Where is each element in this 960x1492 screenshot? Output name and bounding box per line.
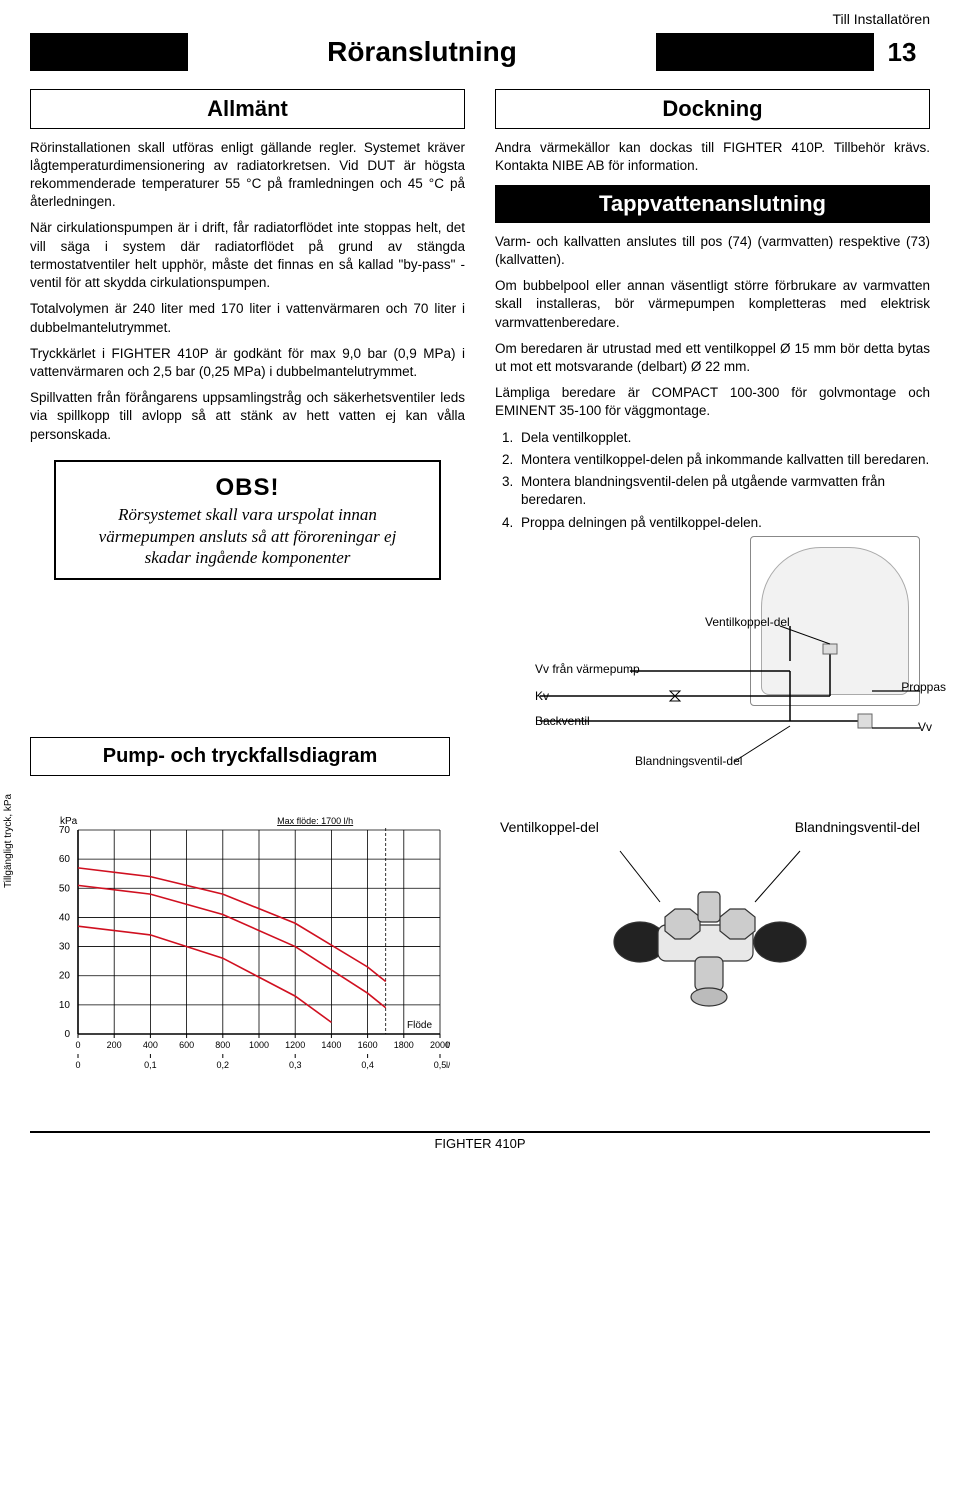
schematic-diagram: Ventilkoppel-del Vv från värmepump Kv Ba… — [480, 606, 930, 776]
title-spacer-left — [30, 33, 180, 71]
svg-text:0,4: 0,4 — [361, 1060, 374, 1070]
tap-step: Dela ventilkopplet. — [517, 429, 930, 447]
schematic-vvfrom-label: Vv från värmepump — [535, 661, 640, 677]
svg-text:l/h: l/h — [446, 1040, 450, 1050]
obs-title: OBS! — [74, 472, 421, 504]
svg-text:Flöde: Flöde — [407, 1020, 432, 1031]
pump-heading: Pump- och tryckfallsdiagram — [30, 737, 450, 776]
svg-text:200: 200 — [107, 1040, 122, 1050]
tappvatten-heading: Tappvattenanslutning — [495, 185, 930, 223]
svg-text:40: 40 — [59, 912, 71, 923]
svg-text:1400: 1400 — [321, 1040, 341, 1050]
allmant-heading: Allmänt — [30, 89, 465, 129]
tap-p2: Om bubbelpool eller annan väsentligt stö… — [495, 277, 930, 332]
footer: FIGHTER 410P — [30, 1131, 930, 1153]
schematic-proppas-label: Proppas — [901, 679, 946, 695]
valve-section: Ventilkoppel-del Blandningsventil-del — [490, 806, 930, 1027]
svg-text:0,1: 0,1 — [144, 1060, 157, 1070]
obs-box: OBS! Rörsystemet skall vara urspolat inn… — [54, 460, 441, 580]
tap-p1: Varm- och kallvatten anslutes till pos (… — [495, 233, 930, 269]
mid-row: Pump- och tryckfallsdiagram — [30, 606, 930, 776]
schematic-ventilkoppel-label: Ventilkoppel-del — [705, 614, 790, 630]
svg-text:70: 70 — [59, 825, 71, 836]
title-bar: Röranslutning 13 — [30, 33, 930, 71]
svg-text:0: 0 — [75, 1060, 80, 1070]
installer-note: Till Installatören — [30, 10, 930, 29]
right-column: Dockning Andra värmekällor kan dockas ti… — [495, 89, 930, 580]
chart-ylabel: Tillgängligt tryck, kPa — [2, 794, 16, 888]
svg-text:0,5: 0,5 — [434, 1060, 447, 1070]
tap-p4: Lämpliga beredare är COMPACT 100-300 för… — [495, 384, 930, 420]
svg-text:0: 0 — [75, 1040, 80, 1050]
svg-text:1000: 1000 — [249, 1040, 269, 1050]
page-number: 13 — [874, 33, 930, 71]
obs-text: Rörsystemet skall vara urspolat innan vä… — [74, 504, 421, 568]
title-spacer-mid — [664, 33, 874, 71]
allmant-p3: Totalvolymen är 240 liter med 170 liter … — [30, 300, 465, 336]
allmant-p5: Spillvatten från förångarens uppsamlings… — [30, 389, 465, 444]
tap-step: Montera blandningsventil-delen på utgåen… — [517, 473, 930, 509]
chart-svg-icon: kPaMax flöde: 1700 l/h010203040506070020… — [30, 806, 450, 1086]
allmant-p4: Tryckkärlet i FIGHTER 410P är godkänt fö… — [30, 345, 465, 381]
page-title: Röranslutning — [188, 33, 656, 71]
tap-p3: Om beredaren är utrustad med ett ventilk… — [495, 340, 930, 376]
svg-text:1600: 1600 — [358, 1040, 378, 1050]
svg-text:30: 30 — [59, 942, 71, 953]
tap-step: Proppa delningen på ventilkoppel-delen. — [517, 514, 930, 532]
allmant-p2: När cirkulationspumpen är i drift, får r… — [30, 219, 465, 292]
tap-step: Montera ventilkoppel-delen på inkommande… — [517, 451, 930, 469]
svg-text:0: 0 — [64, 1029, 70, 1040]
svg-text:1200: 1200 — [285, 1040, 305, 1050]
svg-text:60: 60 — [59, 854, 71, 865]
columns: Allmänt Rörinstallationen skall utföras … — [30, 89, 930, 580]
schematic-kv-label: Kv — [535, 688, 549, 704]
valve-label-right: Blandningsventil-del — [795, 818, 920, 837]
svg-text:10: 10 — [59, 1000, 71, 1011]
dockning-heading: Dockning — [495, 89, 930, 129]
pump-chart: Tillgängligt tryck, kPa kPaMax flöde: 17… — [30, 806, 450, 1091]
svg-text:600: 600 — [179, 1040, 194, 1050]
valve-illustration-icon — [570, 847, 850, 1027]
svg-text:0,2: 0,2 — [217, 1060, 230, 1070]
svg-text:0,3: 0,3 — [289, 1060, 302, 1070]
svg-text:400: 400 — [143, 1040, 158, 1050]
valve-label-left: Ventilkoppel-del — [500, 818, 599, 837]
svg-text:l/s: l/s — [446, 1060, 450, 1070]
dockning-text: Andra värmekällor kan dockas till FIGHTE… — [495, 139, 930, 175]
schematic-backventil-label: Backventil — [535, 713, 590, 729]
schematic-bland-label: Blandningsventil-del — [635, 753, 742, 769]
svg-text:Max flöde: 1700 l/h: Max flöde: 1700 l/h — [277, 816, 353, 826]
allmant-p1: Rörinstallationen skall utföras enligt g… — [30, 139, 465, 212]
svg-text:1800: 1800 — [394, 1040, 414, 1050]
schematic-vv-label: Vv — [918, 719, 932, 735]
bottom-row: Tillgängligt tryck, kPa kPaMax flöde: 17… — [30, 806, 930, 1091]
svg-text:50: 50 — [59, 883, 71, 894]
left-column: Allmänt Rörinstallationen skall utföras … — [30, 89, 465, 580]
tap-steps: Dela ventilkopplet. Montera ventilkoppel… — [517, 429, 930, 532]
svg-text:20: 20 — [59, 971, 71, 982]
svg-text:800: 800 — [215, 1040, 230, 1050]
